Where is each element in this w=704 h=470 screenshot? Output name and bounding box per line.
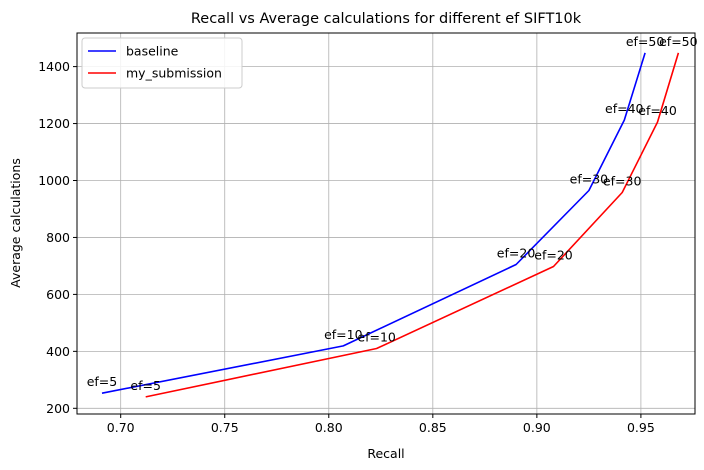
- x-tick-label: 0.90: [523, 420, 551, 435]
- y-axis-label: Average calculations: [8, 158, 23, 288]
- point-label: ef=5: [87, 374, 118, 389]
- point-label: ef=20: [497, 246, 536, 261]
- point-label: ef=50: [626, 34, 665, 49]
- x-axis-label: Recall: [367, 446, 404, 461]
- x-tick-label: 0.70: [107, 420, 135, 435]
- point-label: ef=5: [130, 378, 161, 393]
- legend: baseline my_submission: [81, 37, 243, 89]
- x-axis-ticks: 0.70 0.75 0.80 0.85 0.90 0.95: [107, 414, 655, 435]
- legend-label-my-submission: my_submission: [126, 66, 222, 81]
- y-tick-label: 800: [46, 230, 70, 245]
- y-tick-label: 200: [46, 401, 70, 416]
- point-label: ef=30: [570, 171, 609, 186]
- series-line-my-submission: [145, 52, 680, 398]
- point-label: ef=20: [534, 247, 573, 262]
- plot-frame: [76, 32, 696, 415]
- y-tick-label: 1400: [38, 59, 70, 74]
- legend-box: [81, 37, 243, 89]
- x-tick-label: 0.85: [419, 420, 447, 435]
- y-tick-label: 1200: [38, 116, 70, 131]
- y-tick-label: 400: [46, 344, 70, 359]
- point-label: ef=30: [603, 173, 642, 188]
- grid: [77, 33, 695, 414]
- legend-label-baseline: baseline: [126, 44, 179, 59]
- point-label: ef=40: [605, 101, 644, 116]
- annotations-layer: ef=5 ef=10 ef=20 ef=30 ef=40 ef=50 ef=5 ef=10 ef…: [87, 34, 698, 393]
- series-layer: [101, 52, 680, 398]
- y-tick-label: 1000: [38, 173, 70, 188]
- y-axis-ticks: 200 400 600 800 1000 1200 1400: [38, 59, 77, 416]
- point-label: ef=10: [357, 330, 396, 345]
- chart-title: Recall vs Average calculations for diffe…: [191, 11, 582, 27]
- series-line-baseline: [101, 52, 646, 394]
- x-tick-label: 0.75: [211, 420, 239, 435]
- x-tick-label: 0.95: [627, 420, 655, 435]
- y-tick-label: 600: [46, 287, 70, 302]
- point-label: ef=50: [659, 34, 698, 49]
- point-label: ef=40: [638, 103, 677, 118]
- point-label: ef=10: [324, 327, 363, 342]
- x-tick-label: 0.80: [315, 420, 343, 435]
